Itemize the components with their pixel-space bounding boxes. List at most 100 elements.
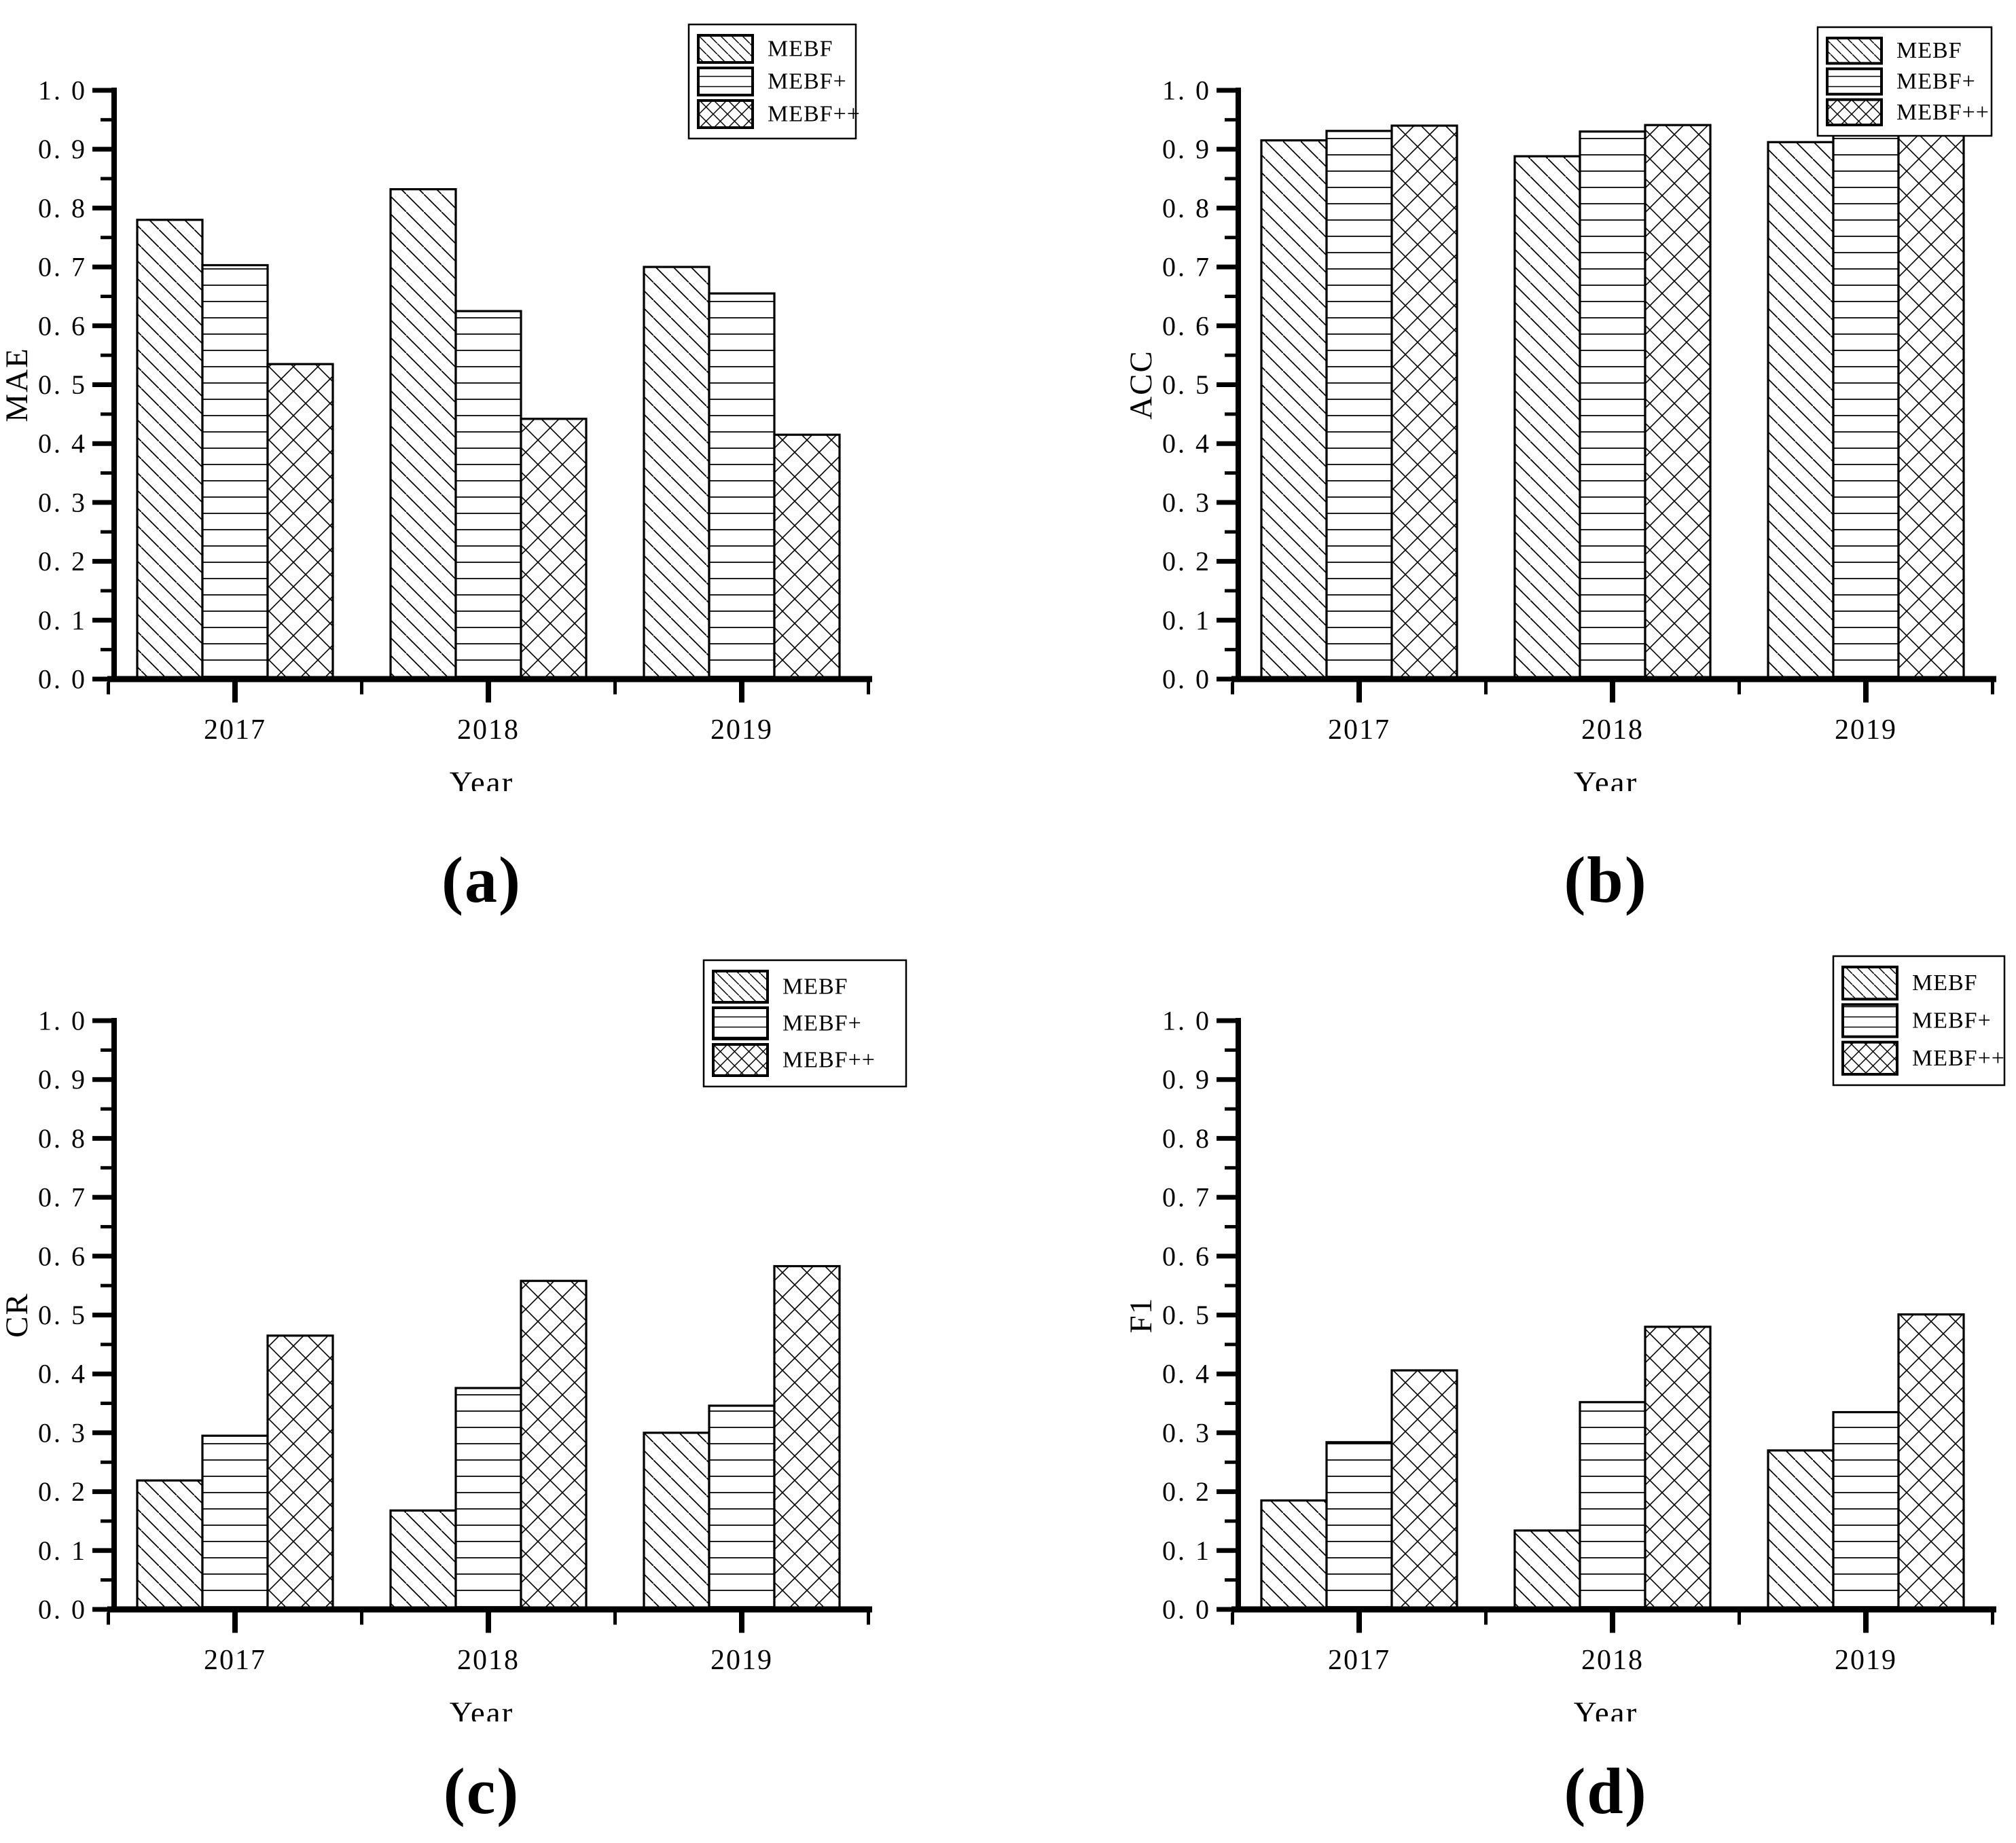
y-axis: 0. 0 0. 1 0. 2 0. 3 0. 4 0. 5 0. 6 0. 7 0. 8 0. 9… xyxy=(0,1006,117,1625)
x-tick-label: 2017 xyxy=(1328,714,1390,746)
y-tick-label: 0. 5 xyxy=(38,369,87,400)
legend-swatch-MEBF++ xyxy=(1841,1040,1898,1076)
legend-label-MEBF: MEBF xyxy=(1912,970,1978,996)
legend-swatch-MEBF+ xyxy=(697,67,754,96)
bar-MEBF+-2017 xyxy=(1325,1441,1393,1611)
x-tick-label: 2017 xyxy=(204,1645,266,1676)
x-tick-label: 2018 xyxy=(457,714,520,746)
y-tick-label: 0. 9 xyxy=(1162,1064,1211,1095)
bar-MEBF+-2017 xyxy=(201,263,269,680)
bar-MEBF+-2019 xyxy=(1832,1410,1900,1611)
legend-swatch-MEBF+ xyxy=(1826,67,1883,96)
y-tick-label: 0. 9 xyxy=(38,134,87,164)
y-tick-label: 0. 4 xyxy=(38,428,87,459)
bar-MEBF+-2018 xyxy=(1579,130,1646,680)
bar-MEBF-2017 xyxy=(136,219,204,680)
x-tick-label: 2019 xyxy=(1835,714,1897,746)
y-tick-label: 0. 6 xyxy=(1162,1241,1211,1271)
bar-MEBF-2019 xyxy=(643,266,710,680)
y-tick-label: 0. 4 xyxy=(38,1359,87,1389)
y-tick-label: 1. 0 xyxy=(1162,1006,1211,1036)
y-tick-label: 0. 3 xyxy=(1162,487,1211,517)
bar-MEBF+-2017 xyxy=(201,1434,269,1611)
y-tick-label: 0. 2 xyxy=(1162,1476,1211,1507)
y-tick-label: 0. 3 xyxy=(1162,1417,1211,1448)
x-tick-label: 2018 xyxy=(1581,714,1644,746)
bar-MEBF-2017 xyxy=(1260,139,1328,680)
x-axis-title: Year xyxy=(450,1696,514,1721)
y-tick-label: 0. 7 xyxy=(1162,1182,1211,1213)
bar-MEBF-2018 xyxy=(1513,1529,1581,1611)
legend-label-MEBF: MEBF xyxy=(768,37,833,62)
bar-MEBF-2018 xyxy=(389,1509,457,1611)
legend-label-MEBF++: MEBF++ xyxy=(1912,1046,2005,1071)
chart-panel-f1: 0. 0 0. 1 0. 2 0. 3 0. 4 0. 5 0. 6 0. 7 0. 8 0. 9… xyxy=(1124,955,2006,1721)
y-axis-title: ACC xyxy=(1124,350,1159,420)
bar-MEBF++-2019 xyxy=(1897,124,1965,680)
y-tick-label: 0. 0 xyxy=(38,664,87,695)
bars-d xyxy=(1260,1313,1965,1611)
bar-MEBF++-2019 xyxy=(1897,1313,1965,1611)
x-axis-title: Year xyxy=(1574,1696,1638,1721)
bar-MEBF-2017 xyxy=(136,1479,204,1611)
legend-swatch-MEBF+ xyxy=(712,1006,769,1040)
bar-MEBF-2019 xyxy=(643,1431,710,1611)
caption-b: (b) xyxy=(1564,843,1648,916)
y-tick-label: 0. 7 xyxy=(38,1182,87,1213)
y-tick-label: 0. 8 xyxy=(1162,1123,1211,1154)
y-tick-label: 0. 0 xyxy=(1162,664,1211,695)
y-tick-label: 0. 0 xyxy=(1162,1594,1211,1625)
y-tick-label: 0. 4 xyxy=(1162,1359,1211,1389)
y-axis-title: CR xyxy=(0,1292,35,1338)
y-tick-label: 0. 9 xyxy=(38,1064,87,1095)
bar-MEBF++-2018 xyxy=(1644,1326,1712,1611)
legend-swatch-MEBF xyxy=(712,970,769,1004)
legend-label-MEBF+: MEBF+ xyxy=(768,69,847,94)
bar-MEBF+-2018 xyxy=(454,310,522,680)
legend: MEBF MEBF+ MEBF++ xyxy=(1816,26,1993,137)
x-axis: 2017 2018 2019 Year xyxy=(1231,1606,1996,1721)
legend-label-MEBF++: MEBF++ xyxy=(1896,100,1990,125)
y-tick-label: 0. 6 xyxy=(38,310,87,341)
y-tick-label: 0. 8 xyxy=(1162,193,1211,223)
legend-label-MEBF++: MEBF++ xyxy=(768,102,861,127)
bar-MEBF-2017 xyxy=(1260,1499,1328,1611)
legend-label-MEBF+: MEBF+ xyxy=(1912,1008,1992,1034)
legend: MEBF MEBF+ MEBF++ xyxy=(1832,955,2006,1087)
y-tick-label: 0. 5 xyxy=(38,1300,87,1330)
bar-MEBF-2019 xyxy=(1767,1449,1835,1611)
y-tick-label: 0. 7 xyxy=(38,252,87,282)
y-tick-label: 0. 5 xyxy=(1162,1300,1211,1330)
legend-label-MEBF++: MEBF++ xyxy=(782,1048,876,1073)
caption-d: (d) xyxy=(1564,1755,1648,1827)
y-axis: 0. 0 0. 1 0. 2 0. 3 0. 4 0. 5 0. 6 0. 7 0. 8 0. 9… xyxy=(0,75,117,695)
bars-c xyxy=(136,1264,841,1611)
bars-b xyxy=(1260,124,1965,680)
y-tick-label: 0. 3 xyxy=(38,487,87,517)
bar-MEBF-2018 xyxy=(1513,155,1581,680)
legend-swatch-MEBF++ xyxy=(712,1043,769,1077)
caption-c: (c) xyxy=(443,1755,520,1827)
bar-MEBF+-2019 xyxy=(708,1404,776,1611)
y-tick-label: 1. 0 xyxy=(38,1006,87,1036)
bar-MEBF++-2019 xyxy=(773,433,841,680)
legend-swatch-MEBF xyxy=(1841,966,1898,1001)
y-tick-label: 1. 0 xyxy=(1162,75,1211,106)
y-tick-label: 0. 1 xyxy=(1162,605,1211,636)
y-tick-label: 0. 4 xyxy=(1162,428,1211,459)
y-axis: 0. 0 0. 1 0. 2 0. 3 0. 4 0. 5 0. 6 0. 7 0. 8 0. 9… xyxy=(1124,1006,1241,1625)
bar-MEBF++-2018 xyxy=(520,1279,588,1611)
x-axis: 2017 2018 2019 Year xyxy=(1231,676,1996,791)
x-axis: 2017 2018 2019 Year xyxy=(107,1606,872,1721)
x-tick-label: 2019 xyxy=(710,714,773,746)
chart-panel-cr: 0. 0 0. 1 0. 2 0. 3 0. 4 0. 5 0. 6 0. 7 0. 8 0. 9… xyxy=(0,959,907,1721)
bar-MEBF++-2017 xyxy=(266,1334,334,1611)
y-tick-label: 0. 9 xyxy=(1162,134,1211,164)
x-tick-label: 2017 xyxy=(1328,1645,1390,1676)
y-tick-label: 0. 2 xyxy=(1162,546,1211,577)
legend-label-MEBF+: MEBF+ xyxy=(782,1011,862,1036)
chart-panel-acc: 0. 0 0. 1 0. 2 0. 3 0. 4 0. 5 0. 6 0. 7 0. 8 0. 9… xyxy=(1124,26,1996,791)
x-tick-label: 2018 xyxy=(457,1645,520,1676)
y-axis: 0. 0 0. 1 0. 2 0. 3 0. 4 0. 5 0. 6 0. 7 0. 8 0. 9… xyxy=(1124,75,1241,695)
bars-a xyxy=(136,188,841,680)
